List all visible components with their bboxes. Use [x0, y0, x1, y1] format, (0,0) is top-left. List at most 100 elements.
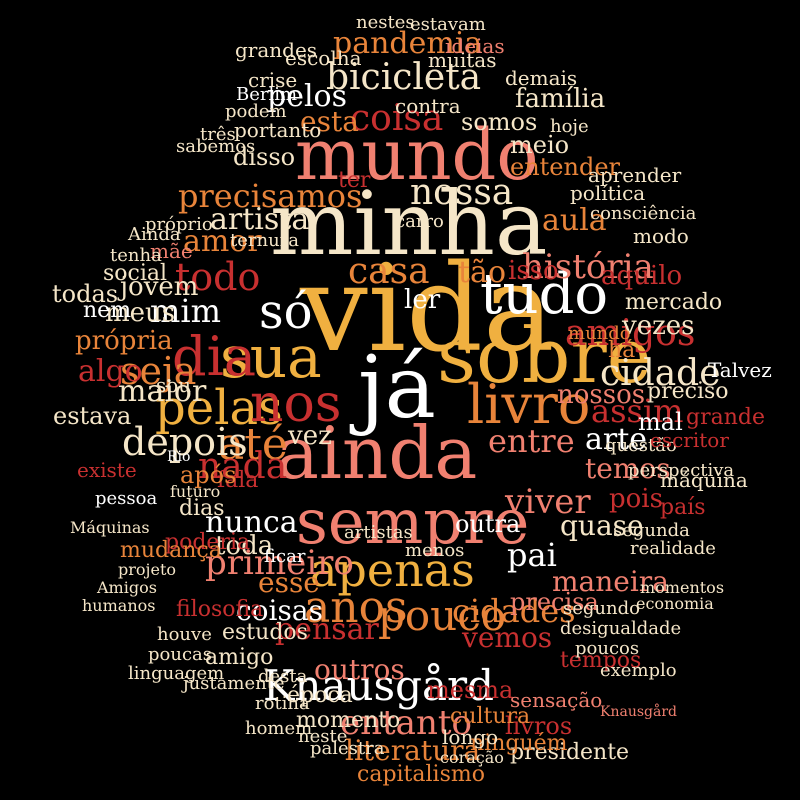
cloud-word: crise	[248, 68, 298, 92]
cloud-word: bicicleta	[326, 57, 482, 98]
cloud-word: exemplo	[600, 660, 677, 681]
cloud-word: algo	[78, 354, 143, 389]
cloud-word: casa	[348, 251, 430, 292]
cloud-word: ideias	[445, 34, 505, 58]
cloud-word: política	[570, 181, 646, 205]
cloud-word: realidade	[630, 538, 716, 559]
cloud-word: aprender	[588, 163, 682, 187]
cloud-word: Knausgård	[263, 661, 494, 710]
cloud-word: país	[660, 495, 706, 520]
cloud-word: seja	[120, 349, 197, 393]
cloud-word: nada	[198, 446, 288, 487]
cloud-word: justamente	[183, 673, 285, 694]
cloud-word: dias	[179, 496, 225, 521]
cloud-word: precisamos	[178, 177, 363, 215]
cloud-word: temos	[585, 452, 671, 485]
cloud-word: tão	[458, 255, 507, 290]
cloud-word: escolha	[285, 46, 362, 70]
cloud-word: modo	[633, 224, 689, 248]
cloud-word: esta	[300, 105, 359, 138]
cloud-word: Talvez	[708, 358, 772, 382]
cloud-word: época	[287, 683, 353, 708]
cloud-word: sensação	[510, 688, 603, 712]
cloud-word: filosofia	[176, 597, 264, 622]
cloud-word: Knausgård	[600, 704, 677, 720]
cloud-word: nossa	[410, 172, 514, 213]
cloud-word: desta	[258, 666, 308, 687]
cloud-word: mãe	[150, 239, 193, 263]
cloud-word: economia	[636, 594, 714, 613]
cloud-word: ternura	[230, 230, 300, 251]
cloud-word: escritor	[650, 428, 729, 452]
cloud-word: ter	[338, 168, 371, 193]
cloud-word: somos	[461, 108, 538, 136]
cloud-word: assim	[591, 392, 684, 430]
cloud-word: vida	[300, 240, 555, 379]
cloud-word: tudo	[480, 262, 609, 327]
cloud-word: livro	[467, 373, 591, 436]
cloud-word: sou	[156, 373, 192, 397]
cloud-word: outra	[455, 510, 521, 538]
cloud-word: palestra	[310, 738, 385, 759]
cloud-word: há	[608, 338, 636, 363]
cloud-word: neste	[298, 726, 348, 747]
cloud-word: momento	[296, 708, 401, 733]
cloud-word: pelos	[267, 79, 348, 114]
cloud-word: carro	[395, 211, 444, 232]
cloud-word: apenas	[310, 543, 475, 597]
cloud-word: mercado	[625, 290, 723, 315]
cloud-word: esse	[258, 566, 320, 599]
cloud-word: grandes	[235, 38, 318, 62]
cloud-word: minha	[270, 172, 548, 275]
cloud-word: isso	[508, 256, 559, 286]
cloud-word: questão	[605, 435, 677, 456]
cloud-word: ninguém	[470, 731, 568, 756]
cloud-word: toda	[215, 531, 274, 561]
cloud-word: quase	[560, 509, 644, 542]
cloud-word: arte	[585, 422, 648, 457]
cloud-word: cultura	[450, 704, 531, 729]
cloud-word: social	[103, 261, 168, 286]
cloud-word: perspectiva	[628, 460, 735, 481]
cloud-word: entre	[488, 422, 575, 460]
cloud-word: Amigos	[97, 578, 157, 597]
cloud-word: contra	[395, 94, 461, 118]
cloud-word: futuro	[170, 482, 221, 501]
cloud-word: nem	[83, 298, 132, 323]
cloud-word: livros	[505, 712, 573, 740]
cloud-word: Ainda	[128, 224, 181, 245]
cloud-word: poucas	[148, 644, 213, 665]
cloud-word: linguagem	[128, 663, 225, 684]
cloud-word: hoje	[550, 116, 589, 137]
cloud-word: grande	[686, 405, 765, 430]
cloud-word: menos	[405, 540, 465, 561]
cloud-word: tempos	[560, 648, 642, 673]
cloud-word: sua	[220, 323, 322, 391]
cloud-word: presidente	[510, 740, 630, 765]
cloud-word: amigo	[205, 645, 274, 670]
cloud-word: entanto	[340, 703, 472, 743]
cloud-word: meio	[510, 131, 570, 159]
cloud-word: três	[200, 124, 236, 145]
cloud-word: ler	[404, 285, 441, 315]
cloud-word: mudança	[120, 538, 222, 563]
cloud-word: já	[358, 338, 436, 438]
cloud-word: sobre	[437, 311, 652, 400]
cloud-word: após	[180, 461, 237, 489]
cloud-word: máquina	[660, 468, 748, 492]
cloud-word: todo	[175, 255, 261, 299]
cloud-word: coisas	[236, 594, 323, 627]
cloud-word: maneira	[552, 565, 669, 598]
cloud-word: coisa	[350, 98, 444, 139]
cloud-word: podem	[225, 101, 287, 122]
cloud-word: muitas	[428, 48, 497, 72]
cloud-word: entender	[510, 153, 621, 181]
cloud-word: pai	[507, 536, 557, 574]
cloud-word: segunda	[613, 520, 690, 541]
cloud-word: até	[218, 419, 288, 470]
cloud-word: família	[515, 84, 606, 114]
cloud-word: pois	[609, 484, 663, 514]
cloud-word: vezes	[622, 311, 695, 341]
cloud-word: viver	[505, 482, 591, 522]
cloud-word: primeiro	[205, 543, 354, 583]
